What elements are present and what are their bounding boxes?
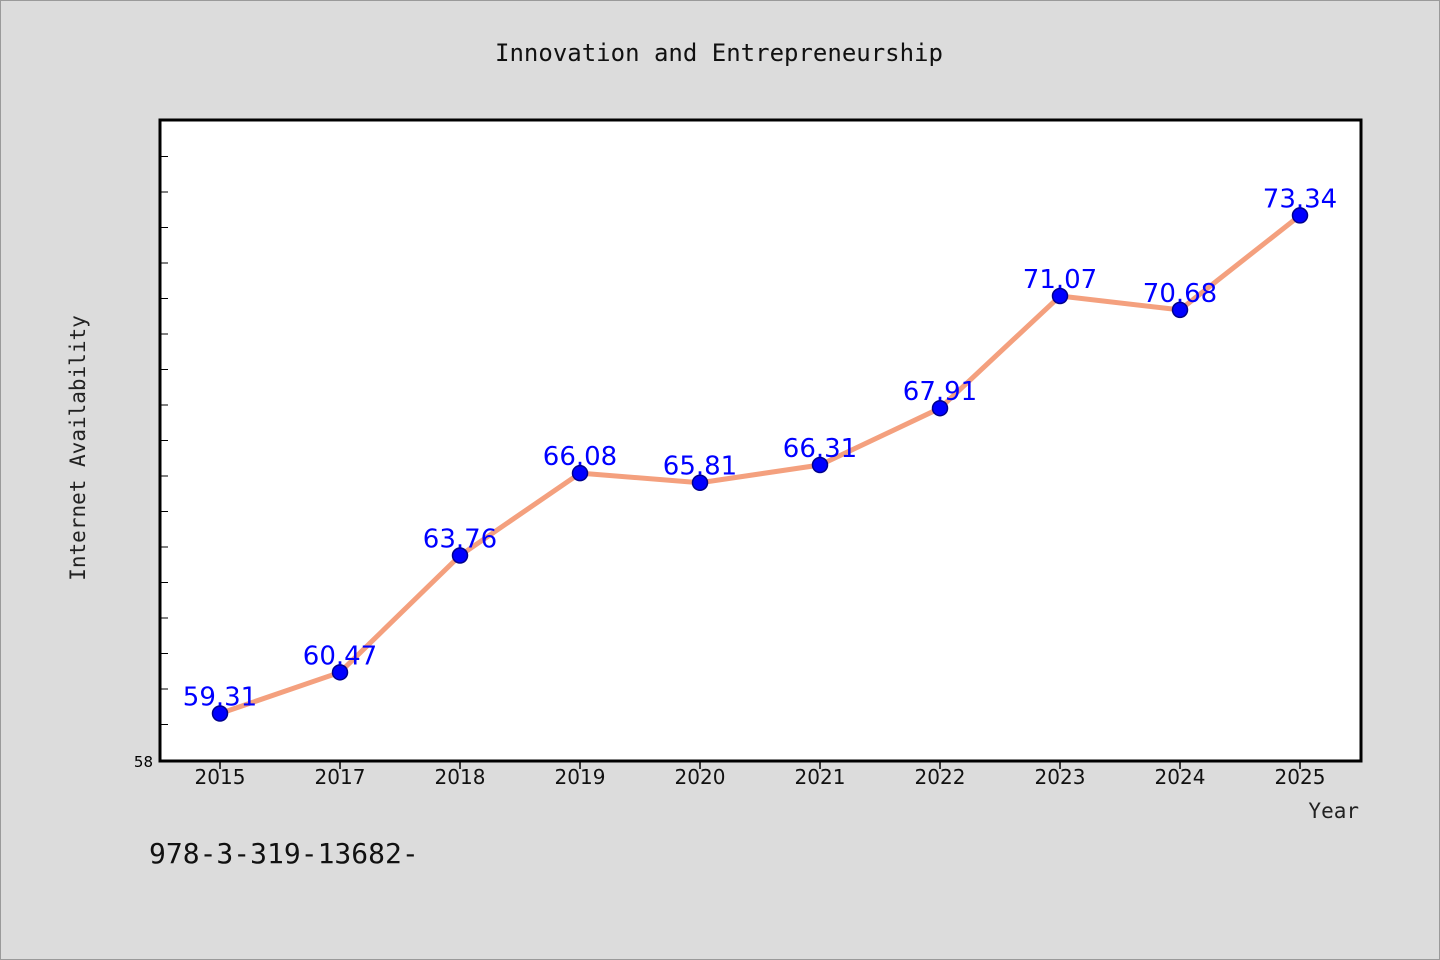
series-line [219,213,1302,716]
x-tick-label: 2018 [435,765,486,789]
data-label: 66.08 [543,442,617,472]
x-axis-label: Year [1308,799,1359,823]
y-tick-label: 58 [134,753,153,771]
data-point [571,464,589,482]
chart-title: Innovation and Entrepreneurship [495,39,943,67]
x-tick-label: 2021 [795,765,846,789]
data-label: 67.91 [903,377,977,407]
footer-text: 978-3-319-13682- [149,837,419,870]
x-tick-label: 2015 [195,765,246,789]
data-point [1051,287,1069,305]
data-point [931,399,949,417]
data-label: 71.07 [1023,265,1097,295]
x-tick-label: 2022 [915,765,966,789]
data-markers [211,207,1309,722]
data-point [1291,207,1309,224]
x-axis: 2015 2017 2018 2019 2020 2021 2022 2023 2024 2025 [195,762,1326,789]
x-tick-label: 2024 [1155,765,1206,789]
data-point [691,474,709,491]
data-label: 73.34 [1263,184,1337,214]
data-point [451,547,469,564]
data-label: 70.68 [1143,279,1217,309]
data-label: 60.47 [303,641,377,671]
data-point [331,664,349,681]
y-axis-label: Internet Availability [66,315,90,581]
x-tick-label: 2025 [1275,765,1326,789]
data-label: 59.31 [183,682,257,712]
x-tick-label: 2020 [675,765,726,789]
data-point [211,705,229,722]
x-tick-label: 2019 [555,765,606,789]
x-tick-label: 2023 [1035,765,1086,789]
data-point [1171,301,1189,319]
data-label: 65.81 [663,452,737,482]
data-labels: 59.31 60.47 63.76 66.08 65.81 66.31 67.91 71.07… [183,184,1337,712]
data-label: 63.76 [423,525,497,555]
x-tick-label: 2017 [315,765,366,789]
data-point [811,456,829,474]
y-axis-ticks [161,156,168,725]
data-label: 66.31 [783,434,857,464]
